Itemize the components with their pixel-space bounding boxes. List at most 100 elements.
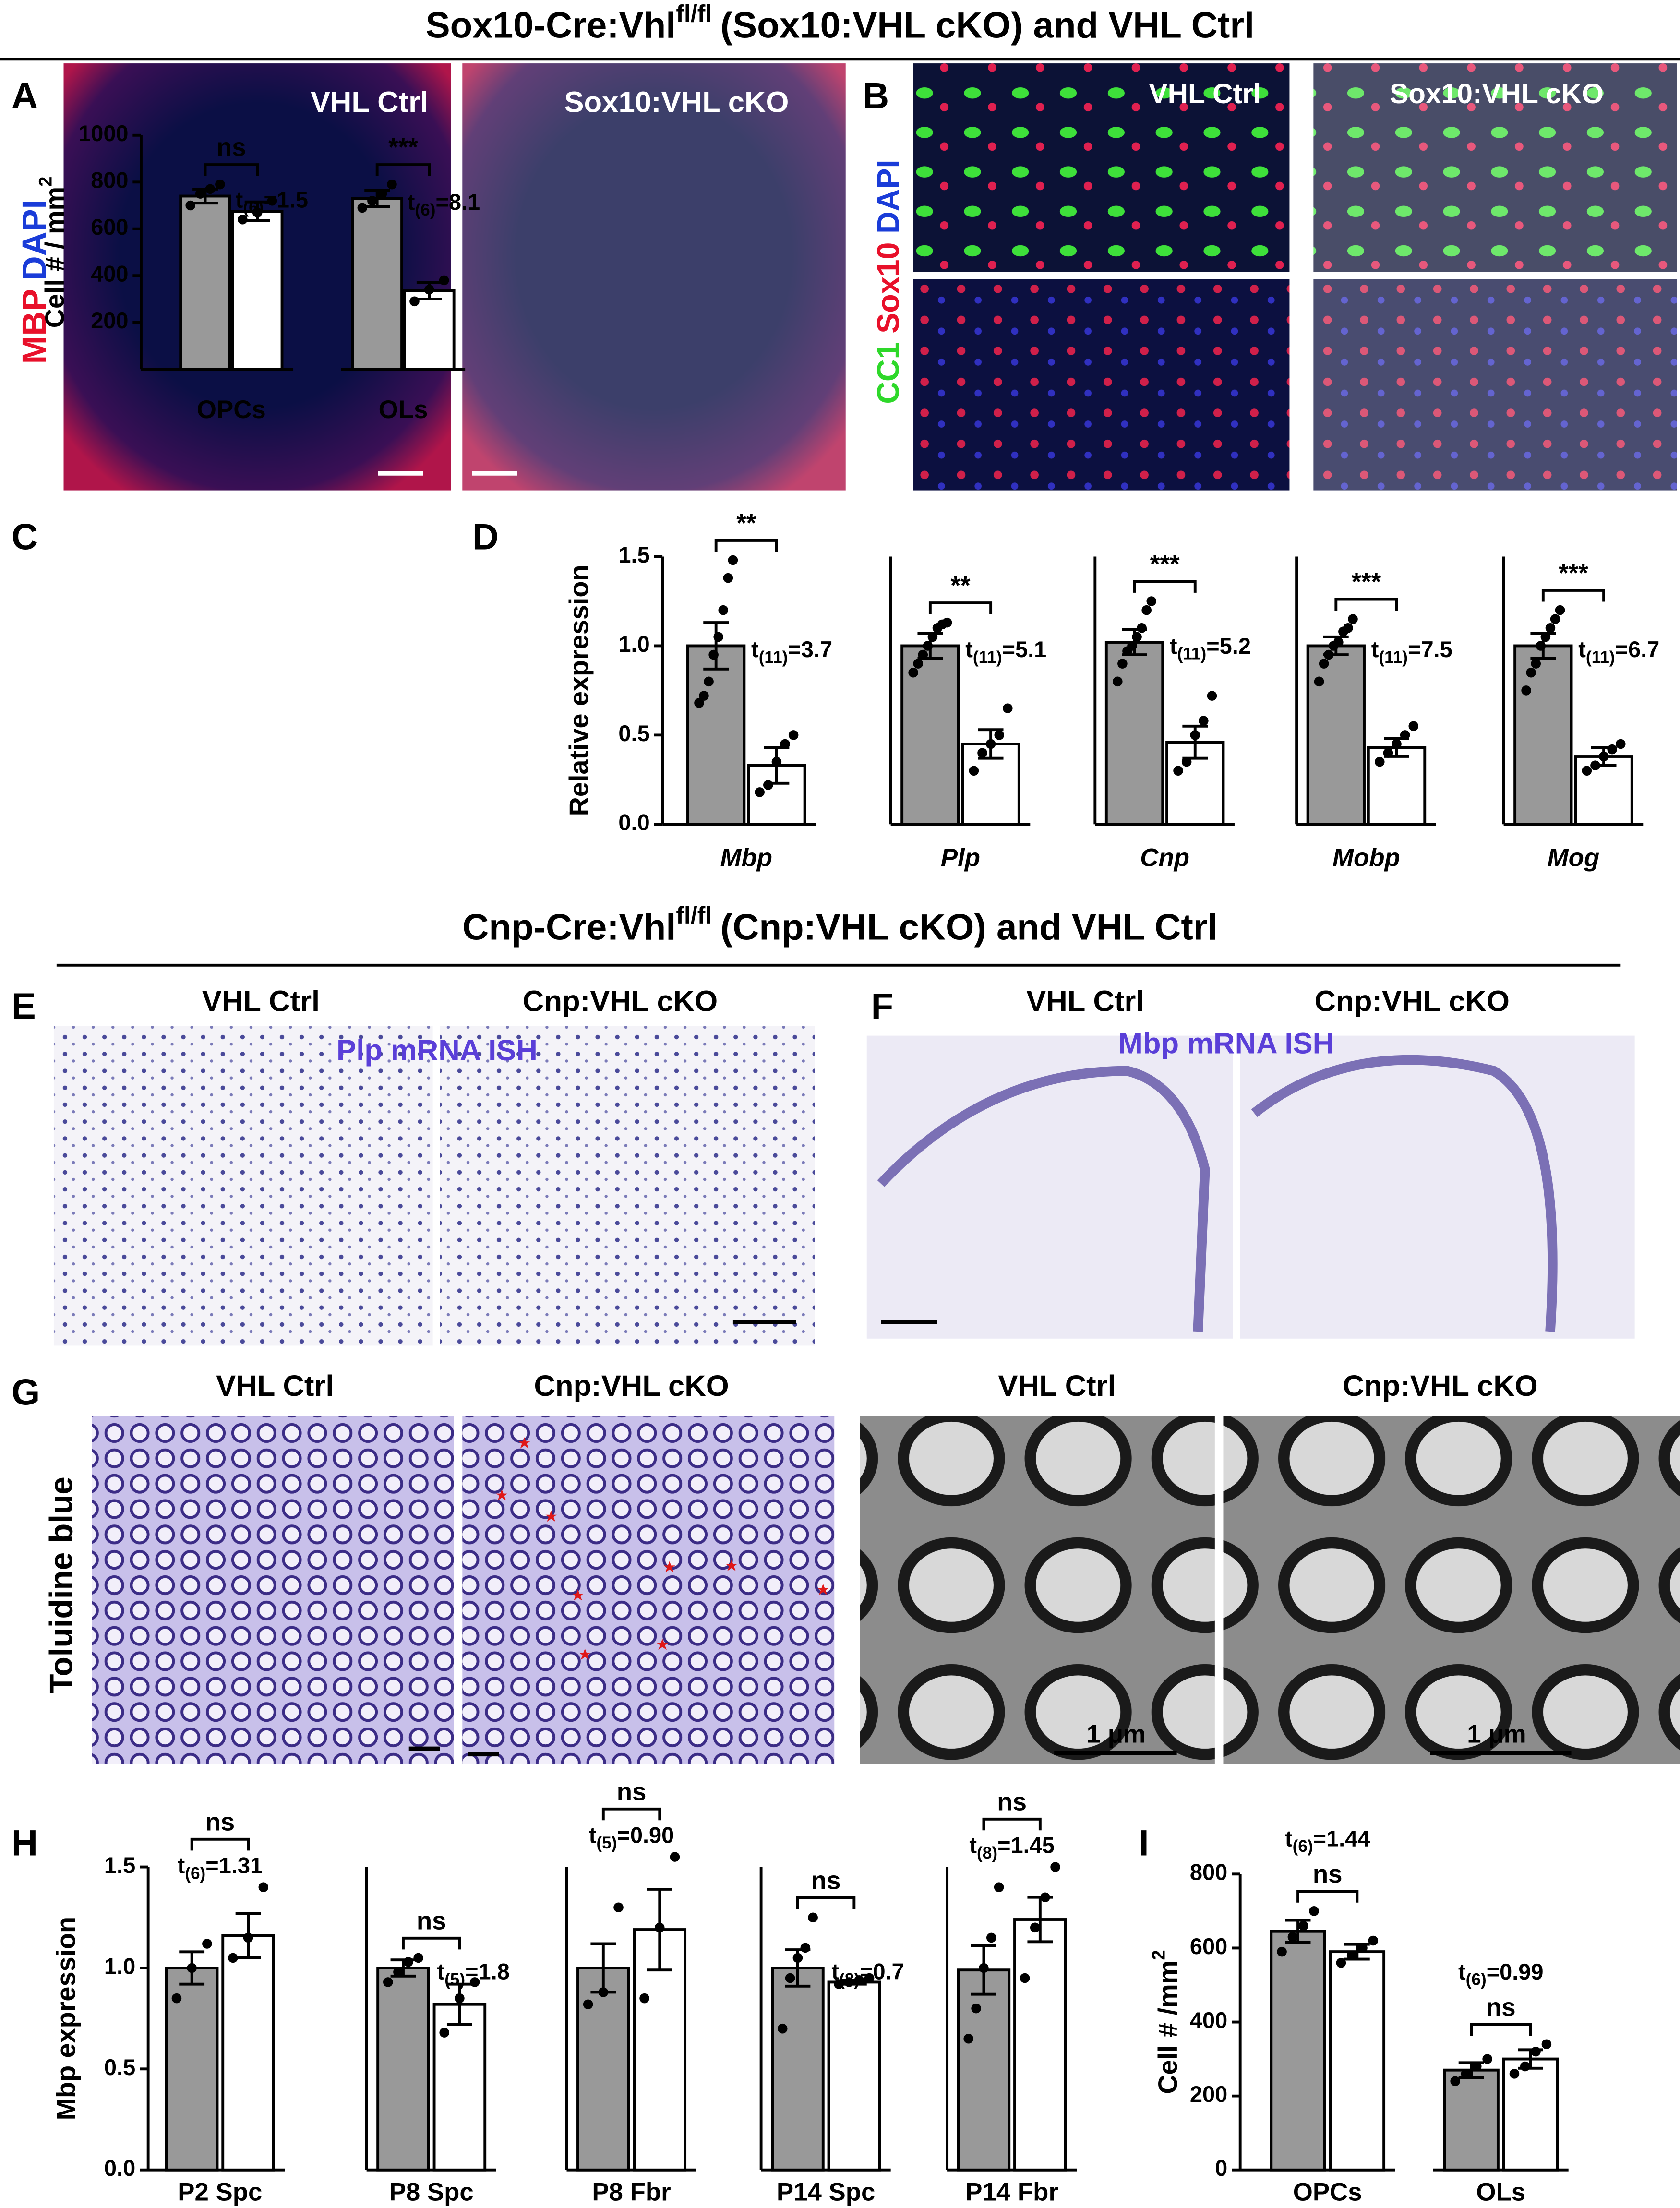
x-tick-label: Cnp [1140,844,1189,872]
data-point [439,2028,449,2038]
stat-label: t(11)=5.2 [1170,633,1251,663]
x-tick-label: P8 Fbr [592,2178,671,2207]
data-point [913,659,923,669]
error-bar [364,189,390,208]
micrograph [1313,279,1677,491]
sig-label: ** [736,509,756,538]
sig-bracket [1470,2023,1532,2036]
data-point [1199,716,1209,726]
stat-label: t(6)=1.5 [236,187,308,217]
data-point [171,1993,182,2004]
sig-label: *** [1150,550,1180,578]
stat-t: t [437,1959,444,1984]
panel-letter: I [1139,1823,1149,1864]
data-point [1536,641,1546,651]
y-axis-label: Cell # /mm2 [1148,1950,1182,2094]
bar [376,1967,430,2172]
data-point [243,1932,253,1943]
data-point [228,1953,238,1963]
asterisk [496,1489,508,1501]
data-point [777,2023,788,2034]
stat-t: t [589,1823,597,1848]
data-point [598,1987,609,1997]
sig-bracket [204,163,259,176]
data-point [1540,632,1551,642]
scale-label: 1 μm [1087,1720,1146,1749]
y-tick-label: 400 [91,261,128,287]
stat-df: (8) [977,1844,997,1862]
data-point [1461,2069,1471,2079]
data-point [834,1979,844,1989]
stat-value: =3.7 [788,637,832,662]
x-tick-label: Plp [941,844,980,872]
panel-letter: D [472,516,499,557]
sig-label: ns [997,1788,1027,1816]
data-point [1314,676,1324,687]
asterisk [572,1589,584,1601]
data-point [1113,676,1123,687]
x-tick-label: P8 Spc [389,2178,474,2207]
data-point [986,1932,996,1943]
y-tick-label: 0.0 [618,810,649,835]
title-sup: fl/fl [676,902,712,929]
data-point [639,1993,649,2004]
data-point [723,573,733,583]
stat-df: (6) [1466,1970,1487,1989]
x-tick-label: P2 Spc [178,2178,262,2207]
x-tick-label: OPCs [197,396,266,424]
stat-df: (5) [596,1834,617,1852]
data-point [215,179,225,190]
data-point [704,676,714,687]
data-point [1117,659,1128,669]
stat-value: =7.5 [1408,637,1452,662]
data-point [763,780,773,790]
em-image [1223,1416,1680,1764]
data-point [195,189,205,199]
sig-bracket [1133,580,1197,593]
stat-value: =1.31 [205,1853,263,1878]
sig-label: ns [1486,1993,1516,2021]
panel-letter: G [12,1372,40,1413]
sig-bracket [190,1837,250,1851]
sig-label: ns [205,1808,235,1836]
y-label-text: Relative expression [564,564,594,816]
sig-label: ** [950,572,971,600]
sig-label: ns [216,133,246,162]
data-point [403,1957,413,1967]
data-point [1336,1957,1346,1968]
stat-df: (11) [1177,645,1207,663]
bar [771,1967,825,2172]
sig-label: ns [617,1777,647,1806]
data-point [844,1977,854,1987]
y-tick-label: 200 [1190,2081,1227,2107]
asterisk [664,1561,675,1573]
y-tick-label: 400 [1190,2007,1227,2033]
data-point [439,275,449,286]
stat-df: (6) [1293,1837,1313,1856]
stain-label: Toluidine blue [43,1476,79,1693]
data-point [1132,632,1142,642]
error-bar [703,621,729,671]
y-axis-label: Relative expression [564,564,594,816]
y-tick-label: 800 [1190,1860,1227,1885]
image-label: VHL Ctrl [1026,984,1144,1018]
stat-t: t [408,190,415,215]
y-tick-label: 1000 [78,120,128,146]
data-point [1357,1943,1368,1953]
y-label-text: Cell # / mm [40,187,70,328]
stat-value: =1.8 [465,1959,510,1984]
bar [1306,644,1366,826]
ish-image [440,1026,815,1346]
data-point [1531,659,1541,669]
data-point [1555,605,1565,615]
data-point [808,1912,818,1923]
data-point [1309,1906,1319,1916]
data-point [613,1902,624,1913]
image-label: Sox10:VHL cKO [1390,78,1604,109]
data-point [963,2033,973,2044]
data-point [1348,614,1358,624]
stat-df: (5) [444,1970,465,1989]
